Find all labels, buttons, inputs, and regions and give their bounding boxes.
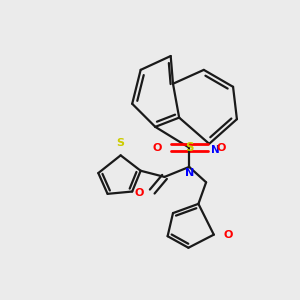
Text: O: O — [216, 143, 226, 153]
Text: O: O — [223, 230, 232, 240]
Text: N: N — [211, 145, 220, 155]
Text: O: O — [153, 143, 162, 153]
Text: O: O — [134, 188, 144, 198]
Text: N: N — [184, 168, 194, 178]
Text: S: S — [185, 141, 194, 154]
Text: S: S — [116, 138, 124, 148]
